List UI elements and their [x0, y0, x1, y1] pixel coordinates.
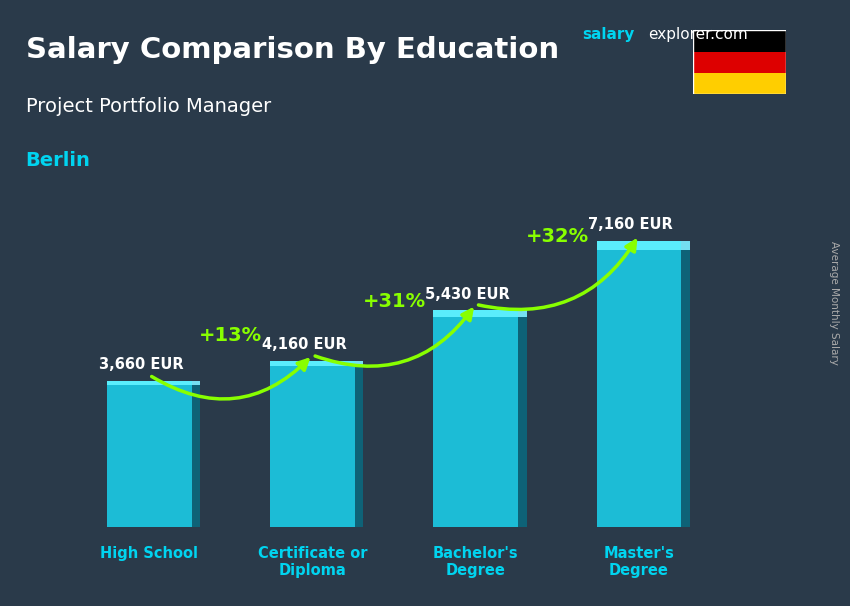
Bar: [192, 381, 201, 385]
Text: +13%: +13%: [200, 326, 263, 345]
Text: Project Portfolio Manager: Project Portfolio Manager: [26, 97, 271, 116]
Text: 3,660 EUR: 3,660 EUR: [99, 358, 184, 372]
Text: Salary Comparison By Education: Salary Comparison By Education: [26, 36, 558, 64]
Text: 5,430 EUR: 5,430 EUR: [425, 287, 510, 302]
Bar: [107, 381, 192, 385]
Bar: [434, 310, 518, 527]
Bar: [597, 241, 682, 250]
Bar: [355, 361, 364, 527]
Bar: [693, 52, 786, 73]
Bar: [270, 361, 355, 366]
Bar: [518, 310, 527, 527]
Bar: [270, 361, 355, 527]
Bar: [597, 241, 682, 527]
Text: +32%: +32%: [526, 227, 589, 247]
Text: explorer.com: explorer.com: [649, 27, 748, 42]
Bar: [434, 310, 518, 317]
Text: salary: salary: [582, 27, 635, 42]
Text: 4,160 EUR: 4,160 EUR: [262, 338, 347, 352]
Bar: [518, 310, 527, 317]
Text: 7,160 EUR: 7,160 EUR: [588, 218, 673, 233]
Bar: [693, 73, 786, 94]
Text: Average Monthly Salary: Average Monthly Salary: [829, 241, 839, 365]
Text: Berlin: Berlin: [26, 152, 90, 170]
Bar: [682, 241, 690, 250]
Bar: [107, 381, 192, 527]
Text: +31%: +31%: [363, 292, 426, 311]
Bar: [192, 381, 201, 527]
Bar: [355, 361, 364, 366]
Bar: [693, 30, 786, 52]
Bar: [682, 241, 690, 527]
